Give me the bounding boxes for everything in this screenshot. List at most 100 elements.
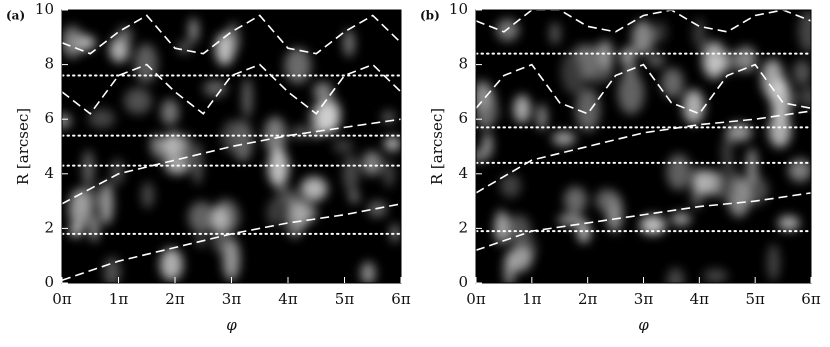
texture-blob (683, 89, 705, 125)
texture-blob (767, 243, 780, 282)
texture-blob (62, 25, 83, 59)
texture-blob (768, 113, 792, 148)
texture-blob (177, 40, 192, 54)
texture-blob (513, 94, 531, 124)
texture-blob (788, 158, 811, 182)
texture-blob (500, 173, 521, 198)
texture-blob (654, 21, 667, 43)
x-tick-label: 0π (52, 290, 72, 308)
texture-blob (703, 268, 728, 283)
x-tick-label: 4π (278, 290, 298, 308)
x-tick-label: 2π (165, 290, 185, 308)
texture-blob (88, 108, 116, 129)
texture-blob (284, 47, 312, 84)
texture-blob (343, 29, 355, 58)
texture-blob (692, 18, 706, 49)
y-tick-label: 8 (44, 55, 54, 73)
texture-blob (793, 59, 811, 86)
y-tick-label: 6 (44, 109, 54, 127)
texture-blob (549, 22, 561, 45)
y-tick-label: 2 (458, 218, 468, 236)
y-axis-label: R [arcsec] (14, 108, 32, 185)
texture-blob (313, 81, 333, 101)
x-tick-label: 3π (222, 290, 242, 308)
texture-blob (188, 17, 199, 43)
texture-blob (777, 215, 800, 231)
texture-blob (536, 104, 547, 131)
y-tick-label: 4 (458, 164, 468, 182)
texture-blob (110, 158, 124, 185)
texture-blob (188, 201, 215, 233)
texture-blob (134, 43, 158, 84)
y-tick-label: 0 (458, 273, 468, 291)
image-texture (62, 17, 401, 283)
x-tick-label: 4π (690, 290, 710, 308)
texture-blob (485, 105, 500, 121)
x-tick-label: 2π (578, 290, 598, 308)
texture-blob (598, 39, 613, 69)
x-tick-label: 1π (522, 290, 542, 308)
x-tick-label: 5π (335, 290, 355, 308)
texture-blob (666, 154, 691, 191)
texture-blob (160, 99, 179, 126)
x-axis-label: φ (638, 316, 649, 334)
texture-blob (595, 189, 620, 212)
texture-blob (242, 77, 252, 118)
texture-blob (575, 88, 601, 132)
texture-blob (159, 248, 183, 281)
texture-blob (506, 214, 531, 246)
texture-blob (631, 20, 654, 55)
texture-blob (476, 149, 489, 162)
y-tick-label: 0 (44, 273, 54, 291)
texture-blob (141, 181, 154, 209)
texture-blob (361, 151, 383, 176)
texture-blob (747, 147, 757, 184)
x-tick-label: 5π (745, 290, 765, 308)
texture-blob (62, 113, 72, 129)
texture-blob (383, 160, 395, 188)
y-tick-label: 10 (449, 0, 468, 18)
texture-blob (89, 213, 99, 242)
texture-blob (390, 223, 400, 243)
texture-blob (577, 221, 591, 243)
texture-blob (203, 80, 228, 97)
texture-blob (164, 131, 184, 159)
dashed-curve (476, 10, 811, 33)
texture-blob (726, 48, 738, 74)
texture-blob (647, 52, 665, 68)
texture-blob (193, 142, 202, 185)
texture-blob (210, 206, 229, 234)
texture-blob (196, 232, 206, 248)
texture-blob (495, 209, 508, 246)
texture-blob (99, 182, 114, 225)
texture-blob (619, 49, 632, 64)
texture-blob (706, 57, 728, 70)
texture-blob (150, 134, 164, 154)
texture-blob (552, 131, 576, 146)
texture-blob (694, 170, 722, 196)
texture-blob (580, 44, 599, 82)
x-tick-label: 6π (801, 290, 821, 308)
texture-blob (342, 154, 359, 193)
texture-blob (332, 138, 354, 154)
texture-blob (360, 261, 376, 283)
texture-blob (315, 101, 340, 134)
texture-blob (212, 227, 228, 253)
overlay (62, 14, 401, 282)
y-tick-label: 6 (458, 109, 468, 127)
texture-blob (496, 18, 519, 42)
texture-blob (661, 67, 684, 98)
texture-blob (117, 26, 133, 46)
y-tick-label: 4 (44, 164, 54, 182)
x-axis-label: φ (226, 316, 237, 334)
texture-blob (183, 132, 192, 170)
x-tick-label: 0π (466, 290, 486, 308)
y-tick-label: 10 (35, 0, 54, 18)
texture-blob (798, 10, 811, 53)
texture-blob (476, 80, 492, 110)
texture-blob (104, 256, 121, 283)
dashed-curve (476, 192, 811, 251)
texture-blob (384, 136, 401, 152)
panel-label: (b) (420, 9, 440, 23)
